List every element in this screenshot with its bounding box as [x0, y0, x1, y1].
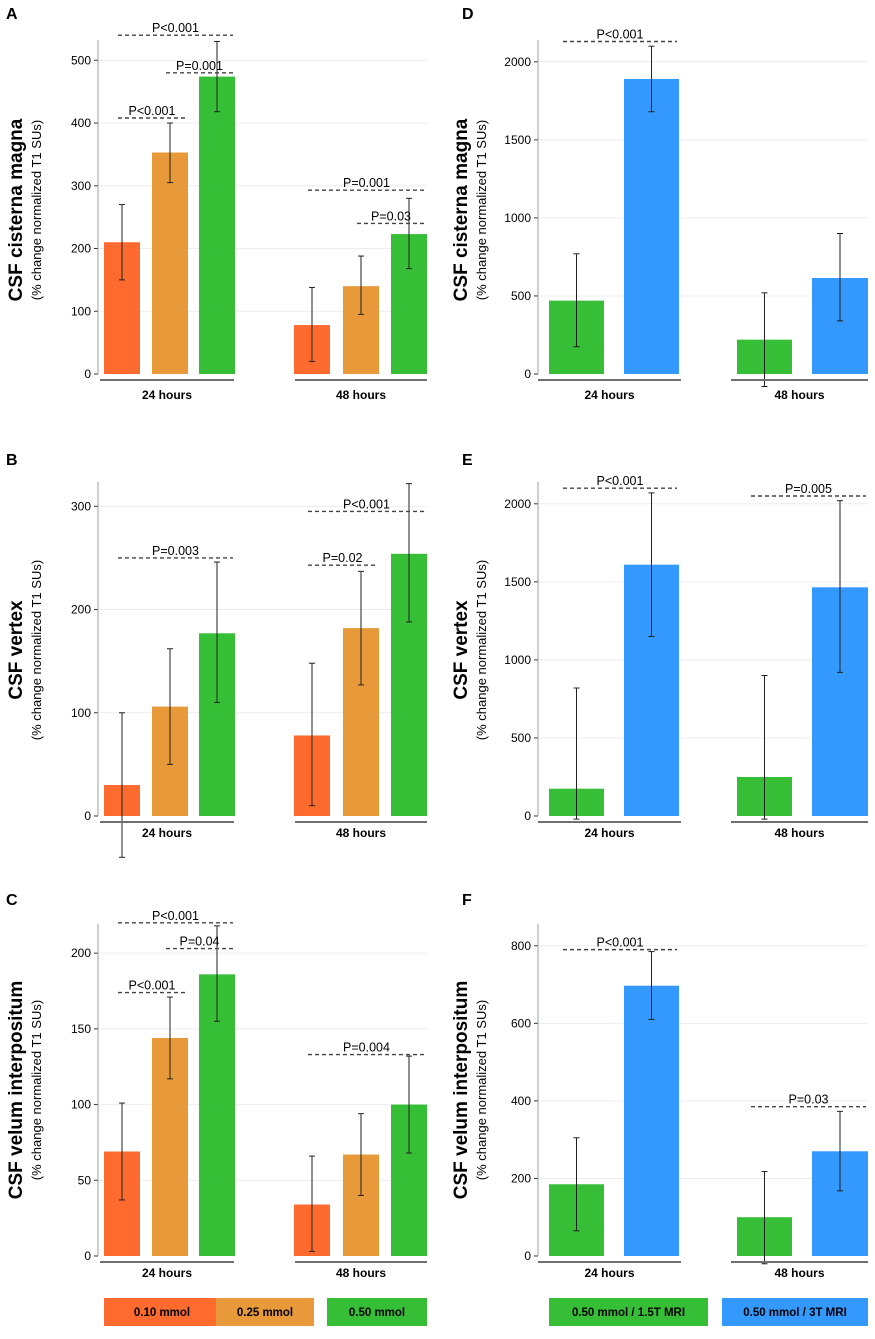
- y-tick-label: 800: [511, 939, 531, 953]
- y-axis-subtitle: (% change normalized T1 SUs): [474, 1000, 489, 1180]
- y-tick-label: 0: [524, 367, 531, 381]
- legend-swatch: [216, 1298, 314, 1326]
- bar: [199, 76, 235, 375]
- p-value-label: P<0.001: [597, 936, 644, 950]
- bar: [624, 985, 679, 1256]
- y-tick-label: 1000: [504, 211, 531, 225]
- legend-swatch: [549, 1298, 708, 1326]
- p-value-label: P<0.001: [152, 21, 199, 35]
- p-value-label: P<0.001: [597, 28, 644, 42]
- y-tick-label: 300: [71, 179, 91, 193]
- y-tick-label: 2000: [504, 497, 531, 511]
- y-tick-label: 0: [84, 1249, 91, 1263]
- y-axis-subtitle: (% change normalized T1 SUs): [29, 120, 44, 300]
- p-value-label: P<0.001: [152, 909, 199, 923]
- legend-swatch: [722, 1298, 868, 1326]
- panel-letter: D: [462, 6, 474, 23]
- group-label: 48 hours: [336, 826, 386, 840]
- chart-panel-b: B 0 100 200 300 CSF vertex (% change normalize…: [6, 452, 427, 858]
- group-label: 48 hours: [774, 1266, 824, 1280]
- y-tick-label: 400: [511, 1094, 531, 1108]
- chart-panel-d: D 0 500 1000 1500 2000 CSF cisterna magna (% ch…: [451, 6, 868, 402]
- legend-label: 0.25 mmol: [237, 1307, 293, 1319]
- y-axis-title: CSF vertex: [451, 600, 472, 700]
- y-tick-label: 1500: [504, 133, 531, 147]
- group-label: 24 hours: [142, 1266, 192, 1280]
- legend-label: 0.10 mmol: [134, 1307, 190, 1319]
- p-value-label: P=0.003: [152, 544, 199, 558]
- p-value-label: P=0.04: [180, 935, 220, 949]
- group-label: 48 hours: [336, 388, 386, 402]
- y-tick-label: 400: [71, 116, 91, 130]
- y-axis-subtitle: (% change normalized T1 SUs): [29, 1000, 44, 1180]
- panel-letter: C: [6, 892, 18, 909]
- y-tick-label: 1500: [504, 575, 531, 589]
- y-tick-label: 200: [511, 1171, 531, 1185]
- y-tick-label: 1000: [504, 653, 531, 667]
- bar: [624, 78, 679, 374]
- p-value-label: P=0.004: [343, 1041, 390, 1055]
- y-tick-label: 0: [524, 1249, 531, 1263]
- group-label: 24 hours: [142, 826, 192, 840]
- p-value-label: P=0.02: [323, 551, 363, 565]
- chart-panel-f: F 0 200 400 600 800 CSF velum interpositum (% c…: [451, 892, 868, 1280]
- y-axis-subtitle: (% change normalized T1 SUs): [474, 560, 489, 740]
- y-tick-label: 50: [78, 1173, 92, 1187]
- panel-letter: F: [462, 892, 472, 909]
- bar: [152, 152, 188, 374]
- legend-swatch: [327, 1298, 427, 1326]
- y-tick-label: 100: [71, 1098, 91, 1112]
- y-tick-label: 200: [71, 603, 91, 617]
- p-value-label: P<0.001: [129, 104, 176, 118]
- y-tick-label: 0: [84, 809, 91, 823]
- panel-letter: E: [462, 452, 473, 469]
- p-value-label: P=0.005: [785, 482, 832, 496]
- group-label: 48 hours: [336, 1266, 386, 1280]
- y-tick-label: 2000: [504, 55, 531, 69]
- y-axis-title: CSF cisterna magna: [451, 118, 472, 301]
- group-label: 48 hours: [774, 826, 824, 840]
- y-axis-subtitle: (% change normalized T1 SUs): [474, 120, 489, 300]
- p-value-label: P<0.001: [343, 497, 390, 511]
- y-axis-subtitle: (% change normalized T1 SUs): [29, 560, 44, 740]
- chart-panel-c: C 0 50 100 150 200 CSF velum interpositum (% ch…: [6, 892, 427, 1280]
- p-value-label: P=0.001: [343, 176, 390, 190]
- y-tick-label: 200: [71, 946, 91, 960]
- chart-panel-a: A 0 100 200 300 400 500 CSF cisterna magna (% ch…: [6, 6, 427, 402]
- y-tick-label: 150: [71, 1022, 91, 1036]
- y-tick-label: 500: [71, 53, 91, 67]
- y-tick-label: 0: [84, 367, 91, 381]
- y-tick-label: 500: [511, 289, 531, 303]
- chart-panel-e: E 0 500 1000 1500 2000 CSF vertex (% change nor…: [451, 452, 868, 840]
- p-value-label: P<0.001: [597, 474, 644, 488]
- y-tick-label: 300: [71, 499, 91, 513]
- group-label: 48 hours: [774, 388, 824, 402]
- y-tick-label: 200: [71, 242, 91, 256]
- y-axis-title: CSF velum interpositum: [451, 981, 472, 1200]
- p-value-label: P=0.03: [789, 1093, 829, 1107]
- y-axis-title: CSF cisterna magna: [6, 118, 27, 301]
- group-label: 24 hours: [142, 388, 192, 402]
- group-label: 24 hours: [584, 826, 634, 840]
- p-value-label: P<0.001: [129, 979, 176, 993]
- legend-label: 0.50 mmol / 3T MRI: [743, 1307, 847, 1319]
- group-label: 24 hours: [584, 388, 634, 402]
- panel-letter: B: [6, 452, 18, 469]
- y-axis-title: CSF vertex: [6, 600, 27, 700]
- p-value-label: P=0.03: [371, 209, 411, 223]
- group-label: 24 hours: [584, 1266, 634, 1280]
- y-axis-title: CSF velum interpositum: [6, 981, 27, 1200]
- legend-swatch: [104, 1298, 220, 1326]
- y-tick-label: 100: [71, 304, 91, 318]
- p-value-label: P=0.001: [176, 59, 223, 73]
- y-tick-label: 600: [511, 1016, 531, 1030]
- legend-label: 0.50 mmol / 1.5T MRI: [572, 1307, 685, 1319]
- y-tick-label: 500: [511, 731, 531, 745]
- legend-label: 0.50 mmol: [349, 1307, 405, 1319]
- y-tick-label: 0: [524, 809, 531, 823]
- y-tick-label: 100: [71, 706, 91, 720]
- panel-letter: A: [6, 6, 18, 23]
